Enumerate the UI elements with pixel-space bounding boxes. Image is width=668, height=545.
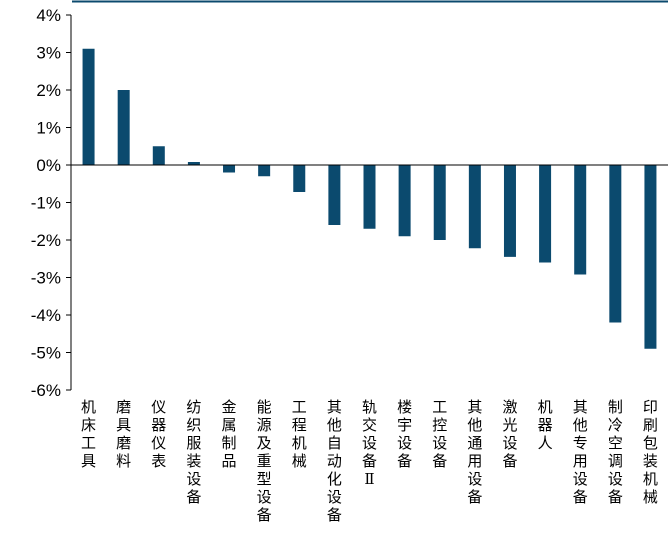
y-tick-label: -1% <box>31 194 61 213</box>
category-label: 仪器仪表 <box>151 398 166 470</box>
category-label: 能源及重型设备 <box>257 398 272 524</box>
y-tick-label: 0% <box>36 156 61 175</box>
y-tick-label: 2% <box>36 81 61 100</box>
category-label: 金属制品 <box>222 398 237 470</box>
category-label: 楼宇设备 <box>397 398 412 470</box>
y-axis: 4% 3% 2% 1% 0% -1% -2% -3% -4% -5% -6% <box>31 6 72 400</box>
y-tick-label: -4% <box>31 306 61 325</box>
category-label: 制冷空调设备 <box>608 398 623 506</box>
bar <box>223 165 236 173</box>
y-tick-label: 3% <box>36 44 61 63</box>
category-label: 纺织服装设备 <box>186 398 201 506</box>
bar <box>82 48 95 165</box>
bar <box>187 162 200 165</box>
y-tick-label: -3% <box>31 269 61 288</box>
category-label: 印刷包装机械 <box>643 398 658 506</box>
y-tick-label: 1% <box>36 119 61 138</box>
bar <box>152 146 165 165</box>
category-label: 工控设备 <box>432 398 447 470</box>
y-tick-label: -6% <box>31 381 61 400</box>
bar <box>609 165 622 323</box>
category-label: 激光设备 <box>502 398 517 470</box>
bar <box>644 165 657 349</box>
bar <box>433 165 446 240</box>
category-label: 其他通用设备 <box>467 398 482 506</box>
category-label: 工程机械 <box>292 398 307 470</box>
bar <box>293 165 306 192</box>
bar <box>117 90 130 165</box>
y-tick-label: 4% <box>36 6 61 25</box>
bar <box>503 165 516 257</box>
bar <box>363 165 376 229</box>
y-tick-label: -5% <box>31 344 61 363</box>
bar <box>258 165 271 177</box>
category-label: 磨具磨料 <box>116 398 131 470</box>
category-labels: 机床工具 磨具磨料 仪器仪表 纺织服装设备 金属制品 能源及重型设备 工程机械 其他自动化设备… <box>81 398 658 524</box>
y-tick-label: -2% <box>31 231 61 250</box>
category-label: 其他自动化设备 <box>327 398 342 524</box>
bars <box>82 48 657 349</box>
category-label: 机床工具 <box>81 398 96 470</box>
bar <box>539 165 552 263</box>
category-label: 机器人 <box>538 398 553 452</box>
category-label: 其他专用设备 <box>573 398 588 506</box>
category-label: 轨交设备 Ⅱ <box>362 398 377 488</box>
bar <box>328 165 341 225</box>
bar <box>468 165 481 249</box>
bar <box>574 165 587 275</box>
bar <box>398 165 411 237</box>
